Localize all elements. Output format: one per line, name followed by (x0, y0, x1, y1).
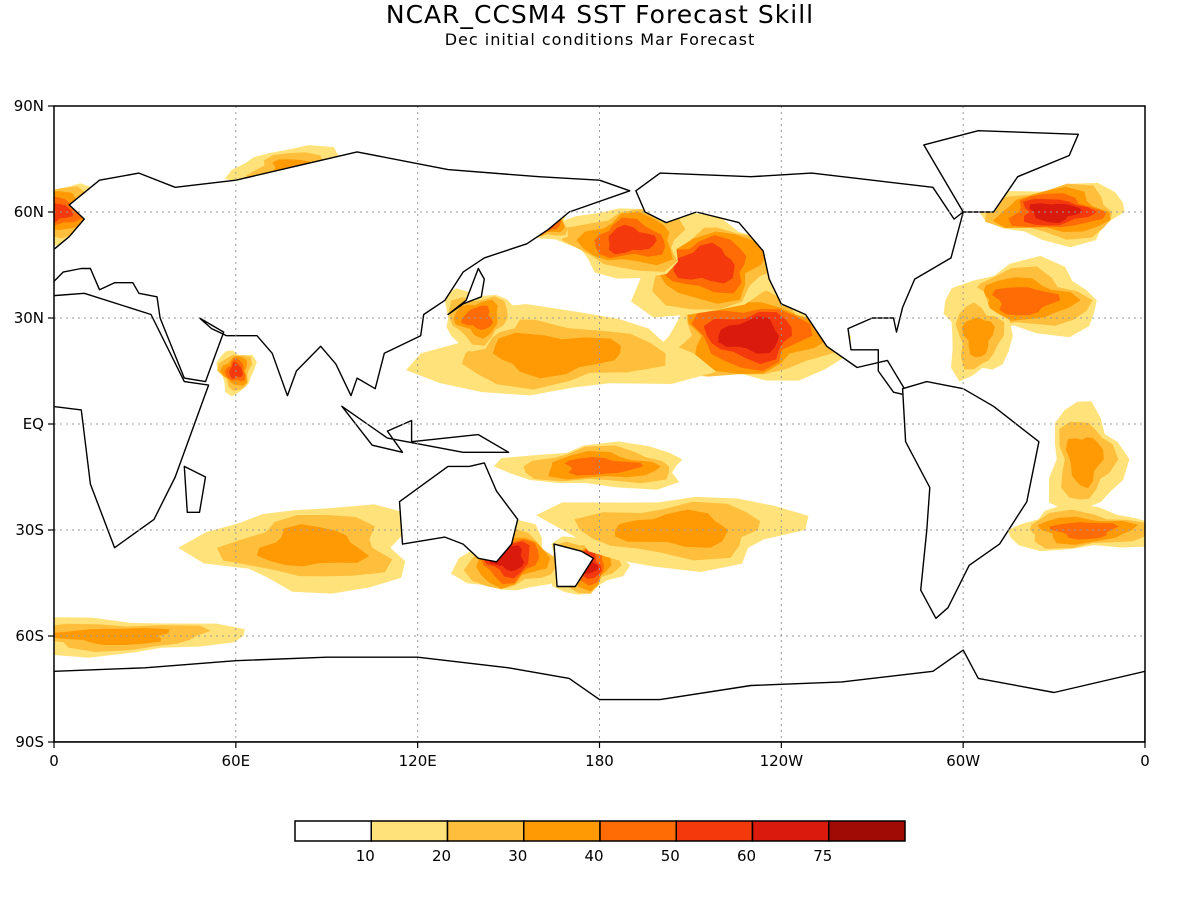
y-tick-label: 60S (15, 627, 44, 645)
landmass (553, 543, 595, 588)
colorbar-swatch (828, 820, 906, 842)
skill-contour (961, 317, 996, 358)
skill-region (974, 182, 1125, 248)
y-tick-label: 30N (14, 309, 44, 327)
skill-contour (54, 628, 170, 645)
x-axis: 0 60E 120E 180 120W 60W 0 (49, 742, 1150, 770)
skill-region (951, 284, 1013, 382)
skill-contour (1049, 522, 1119, 540)
x-tick-label: 120W (760, 752, 804, 770)
skill-region (493, 441, 683, 490)
coastlines (54, 130, 1145, 742)
landmass (901, 380, 1040, 619)
y-tick-label: EQ (23, 415, 44, 433)
y-tick-label: 30S (15, 521, 44, 539)
skill-contour (718, 316, 780, 354)
colorbar-label: 50 (661, 847, 680, 865)
landmass (183, 465, 207, 513)
colorbar-swatch (599, 820, 677, 842)
skill-contour (461, 305, 494, 331)
colorbar-swatch (294, 820, 372, 842)
colorbar: 10 20 30 40 50 60 75 (294, 820, 906, 865)
colorbar-label: 40 (584, 847, 603, 865)
x-tick-label: 120E (399, 752, 437, 770)
gridlines (54, 106, 1145, 742)
skill-region (536, 496, 809, 572)
skill-contour (564, 457, 643, 476)
colorbar-label: 75 (813, 847, 832, 865)
y-tick-label: 60N (14, 203, 44, 221)
x-tick-label: 60W (946, 752, 980, 770)
y-axis: 90N 60N 30N EQ 30S 60S 90S (14, 97, 54, 751)
landmass (54, 151, 631, 397)
skill-region (444, 288, 521, 352)
chart-title: NCAR_CCSM4 SST Forecast Skill (385, 0, 815, 29)
colorbar-swatch (675, 820, 754, 842)
skill-region (551, 208, 707, 279)
landmass (54, 649, 1145, 742)
x-tick-label: 180 (585, 752, 614, 770)
colorbar-swatch (523, 820, 601, 842)
landmass (398, 462, 519, 563)
landmass (54, 292, 210, 549)
x-tick-label: 60E (222, 752, 251, 770)
landmass (447, 267, 485, 316)
colorbar-label: 20 (432, 847, 451, 865)
skill-region (178, 504, 412, 594)
colorbar-label: 60 (737, 847, 756, 865)
skill-region (1049, 401, 1130, 510)
landmass (635, 172, 964, 397)
skill-contour (1029, 203, 1083, 223)
landmass (923, 130, 1079, 213)
skill-region (1007, 503, 1145, 552)
x-tick-label: 0 (49, 752, 59, 770)
colorbar-swatch (751, 820, 830, 842)
chart-subtitle: Dec initial conditions Mar Forecast (444, 30, 756, 49)
colorbar-swatch (446, 820, 525, 842)
skill-region (216, 350, 257, 397)
colorbar-label: 30 (508, 847, 527, 865)
colorbar-label: 10 (356, 847, 375, 865)
skill-contour (1065, 437, 1104, 489)
skill-contour (615, 509, 729, 548)
skill-contour (492, 332, 621, 379)
landmass (341, 405, 510, 453)
y-tick-label: 90N (14, 97, 44, 115)
skill-contour (991, 287, 1061, 316)
y-tick-label: 90S (15, 733, 44, 751)
skill-contour (673, 242, 735, 284)
skill-contour (54, 202, 73, 223)
x-tick-label: 0 (1140, 752, 1150, 770)
skill-contour (256, 524, 370, 567)
skill-region (54, 617, 245, 658)
skill-contour (608, 224, 657, 255)
colorbar-swatch (370, 820, 449, 842)
